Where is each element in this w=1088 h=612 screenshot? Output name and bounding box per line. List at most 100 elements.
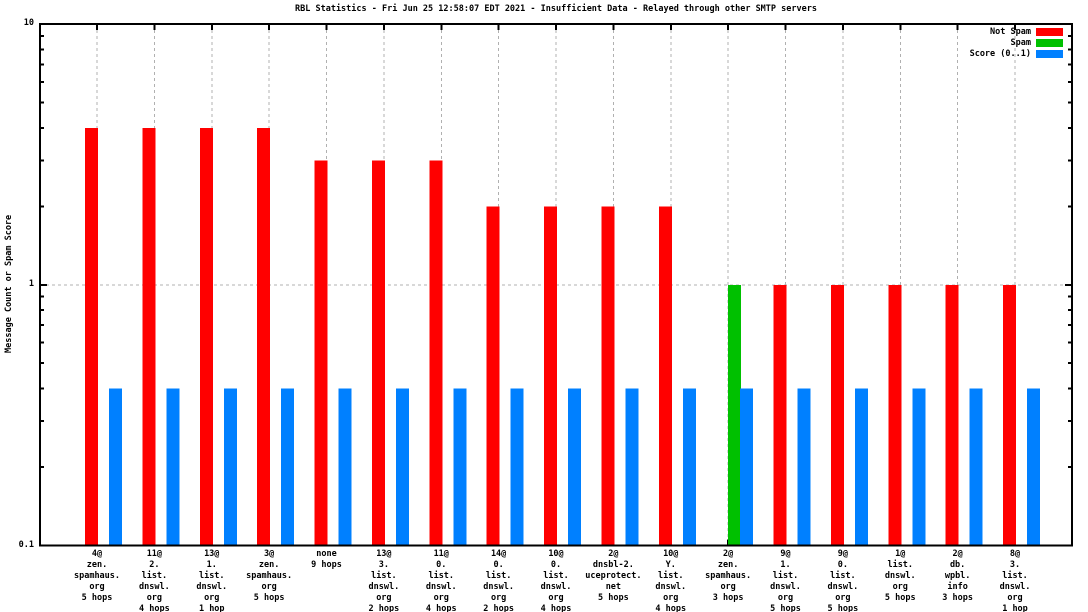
y-tick-label-1: 1	[28, 279, 34, 289]
chart-title: RBL Statistics - Fri Jun 25 12:58:07 EDT…	[295, 4, 817, 14]
x-label-line: none	[316, 549, 337, 559]
bar-not-spam-16	[945, 284, 959, 546]
legend-row-not-spam: Not Spam	[970, 28, 1063, 36]
x-label-line: 5 hops	[253, 593, 285, 603]
x-label-line: dnswl.	[483, 582, 514, 592]
x-label-line: wpbl.	[944, 571, 971, 581]
bar-not-spam-13	[773, 284, 787, 546]
bar-score-0-1-12	[740, 388, 754, 546]
legend-swatch-not-spam	[1036, 28, 1063, 36]
x-label-line: 14@	[490, 549, 507, 559]
x-label-line: 11@	[146, 549, 163, 559]
x-label-line: org	[548, 593, 564, 603]
x-label-line: org	[777, 593, 794, 603]
x-label-line: 4 hops	[540, 604, 572, 612]
bar-not-spam-9	[544, 206, 557, 546]
bar-score-0-1-5	[338, 388, 352, 546]
x-label-3: 13@ 1. list. dnswl. org 1 hop	[175, 549, 249, 612]
x-label-line: dnswl.	[655, 582, 687, 592]
x-label-line: dnswl.	[770, 582, 801, 592]
x-label-line: 1 hop	[198, 604, 225, 612]
legend: Not Spam Spam Score (0..1)	[970, 28, 1063, 58]
x-label-12: 2@ zen. spamhaus. org 3 hops	[691, 549, 765, 604]
x-label-line: 3.	[1009, 560, 1021, 570]
bar-score-0-1-4	[281, 388, 295, 546]
x-label-line: 9@	[780, 549, 791, 559]
bar-not-spam-3	[199, 127, 213, 546]
bar-score-0-1-2	[166, 388, 180, 546]
x-label-line: org	[490, 593, 507, 603]
x-label-line: dnswl.	[139, 582, 170, 592]
bar-score-0-1-3	[223, 388, 237, 546]
x-label-8: 14@ 0. list. dnswl. org 2 hops	[462, 549, 536, 612]
x-label-line: 5 hops	[770, 604, 801, 612]
x-label-line: list.	[830, 571, 856, 581]
legend-label-score: Score (0..1)	[969, 49, 1031, 59]
bar-score-0-1-8	[510, 388, 524, 546]
x-label-line: 4 hops	[655, 604, 687, 612]
x-label-line: net	[605, 582, 622, 592]
bar-not-spam-11	[658, 206, 672, 546]
x-label-line: org	[433, 593, 449, 603]
x-label-line: spamhaus.	[246, 571, 293, 581]
x-label-line: 2@	[608, 549, 619, 559]
x-label-14: 9@ 0. list. dnswl. org 5 hops	[806, 549, 880, 612]
x-label-line: 4 hops	[425, 604, 457, 612]
bar-score-0-1-17	[1027, 388, 1040, 546]
y-tick-label-10: 10	[23, 18, 34, 28]
x-label-line: dnswl.	[196, 582, 228, 592]
x-label-line: list.	[543, 571, 569, 581]
legend-label-spam: Spam	[1010, 38, 1031, 48]
x-label-line: 2 hops	[368, 604, 400, 612]
x-label-line: info	[947, 582, 968, 592]
bar-score-0-1-11	[682, 388, 696, 546]
x-label-line: dnswl.	[884, 571, 916, 581]
x-label-line: dnswl.	[999, 582, 1031, 592]
x-label-line: 0.	[550, 560, 562, 570]
x-label-2: 11@ 2. list. dnswl. org 4 hops	[117, 549, 191, 612]
bar-not-spam-7	[429, 160, 443, 546]
x-label-line: 3.	[378, 560, 389, 570]
x-label-line: 1 hop	[1002, 604, 1028, 612]
bars	[85, 127, 1040, 546]
x-label-line: org	[835, 593, 851, 603]
x-label-line: 9 hops	[311, 560, 342, 570]
x-label-line: org	[720, 582, 736, 592]
bar-score-0-1-13	[797, 388, 811, 546]
x-label-line: dnswl.	[425, 582, 457, 592]
bar-score-0-1-10	[625, 388, 639, 546]
x-label-line: 4 hops	[139, 604, 170, 612]
x-label-11: 10@ Y. list. dnswl. org 4 hops	[634, 549, 708, 612]
x-label-10: 2@ dnsbl-2. uceprotect. net 5 hops	[576, 549, 650, 604]
x-label-line: list.	[371, 571, 397, 581]
x-label-line: org	[89, 582, 105, 592]
bar-not-spam-4	[257, 127, 271, 546]
x-label-6: 13@ 3. list. dnswl. org 2 hops	[347, 549, 421, 612]
x-label-line: spamhaus.	[73, 571, 121, 581]
x-label-line: list.	[198, 571, 225, 581]
x-label-line: 10@	[548, 549, 564, 559]
x-label-line: list.	[1002, 571, 1028, 581]
x-label-line: dnsbl-2.	[592, 560, 634, 570]
bar-not-spam-5	[314, 160, 328, 546]
x-label-line: 8@	[1009, 549, 1021, 559]
legend-row-spam: Spam	[970, 39, 1063, 47]
x-label-line: 4@	[91, 549, 103, 559]
x-label-line: 13@	[204, 549, 220, 559]
x-label-16: 2@ db. wpbl. info 3 hops	[921, 549, 995, 604]
x-label-1: 4@ zen. spamhaus. org 5 hops	[60, 549, 134, 604]
x-label-line: list.	[772, 571, 799, 581]
x-label-line: 3 hops	[942, 593, 973, 603]
x-label-line: dnswl.	[368, 582, 400, 592]
bar-not-spam-2	[142, 127, 156, 546]
x-label-line: 3@	[264, 549, 275, 559]
x-label-line: 0.	[493, 560, 504, 570]
x-label-line: 13@	[376, 549, 392, 559]
plot-border	[39, 23, 1073, 547]
legend-swatch-spam	[1036, 39, 1063, 47]
legend-label-not-spam: Not Spam	[990, 27, 1031, 37]
bar-not-spam-6	[371, 160, 385, 546]
x-label-line: 2.	[149, 560, 160, 570]
x-label-line: 1@	[895, 549, 906, 559]
